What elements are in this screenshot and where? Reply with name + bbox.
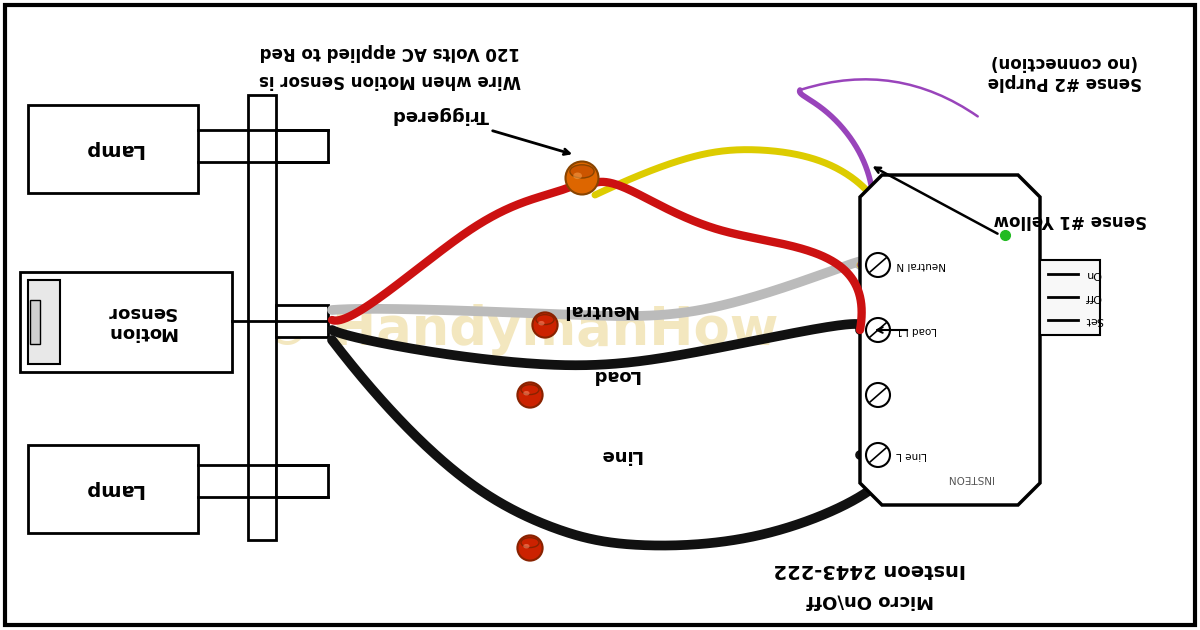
- Ellipse shape: [570, 165, 594, 178]
- Circle shape: [866, 253, 890, 277]
- Bar: [1040, 260, 1100, 335]
- Circle shape: [866, 318, 890, 342]
- Bar: [28, 105, 198, 193]
- Text: Lamp: Lamp: [83, 479, 143, 498]
- Text: INSTEON: INSTEON: [947, 473, 994, 483]
- Bar: [248, 95, 276, 540]
- Text: © HandymanHow: © HandymanHow: [262, 304, 779, 356]
- Ellipse shape: [574, 173, 582, 179]
- Ellipse shape: [521, 385, 539, 394]
- Text: Lamp: Lamp: [83, 139, 143, 159]
- Bar: [276, 130, 328, 162]
- Text: Line: Line: [599, 446, 641, 464]
- Text: Micro On\Off: Micro On\Off: [806, 591, 934, 609]
- Circle shape: [866, 443, 890, 467]
- Bar: [30, 300, 40, 344]
- Circle shape: [517, 382, 542, 408]
- Text: Motion
Sensor: Motion Sensor: [106, 302, 176, 341]
- Bar: [20, 272, 232, 372]
- Circle shape: [565, 161, 599, 195]
- Bar: [28, 445, 198, 533]
- Text: Insteon 2443-222: Insteon 2443-222: [774, 561, 966, 580]
- Text: Neutral: Neutral: [562, 301, 638, 319]
- Text: Line L: Line L: [896, 450, 926, 460]
- Bar: [276, 305, 328, 337]
- Text: Load L1: Load L1: [896, 325, 937, 335]
- Text: Sense #1 Yellow: Sense #1 Yellow: [994, 211, 1147, 229]
- Bar: [28, 280, 60, 364]
- Circle shape: [533, 312, 558, 338]
- Text: Triggered: Triggered: [391, 106, 488, 124]
- Ellipse shape: [523, 544, 529, 549]
- Ellipse shape: [539, 321, 545, 326]
- Text: 120 Volts AC applied to Red: 120 Volts AC applied to Red: [260, 43, 520, 61]
- Bar: [276, 465, 328, 497]
- Polygon shape: [860, 175, 1040, 505]
- Text: On: On: [1085, 269, 1100, 279]
- Circle shape: [866, 383, 890, 407]
- Text: Wire when Motion Sensor is: Wire when Motion Sensor is: [259, 71, 521, 89]
- Text: Set: Set: [1085, 315, 1103, 325]
- Text: Load: Load: [590, 366, 640, 384]
- Ellipse shape: [521, 537, 539, 547]
- Text: Off: Off: [1085, 292, 1102, 302]
- Text: Neutral N: Neutral N: [896, 260, 946, 270]
- Text: Sense #2 Purple
(no connection): Sense #2 Purple (no connection): [988, 52, 1142, 91]
- Ellipse shape: [523, 391, 529, 396]
- Ellipse shape: [536, 314, 554, 324]
- Circle shape: [517, 536, 542, 561]
